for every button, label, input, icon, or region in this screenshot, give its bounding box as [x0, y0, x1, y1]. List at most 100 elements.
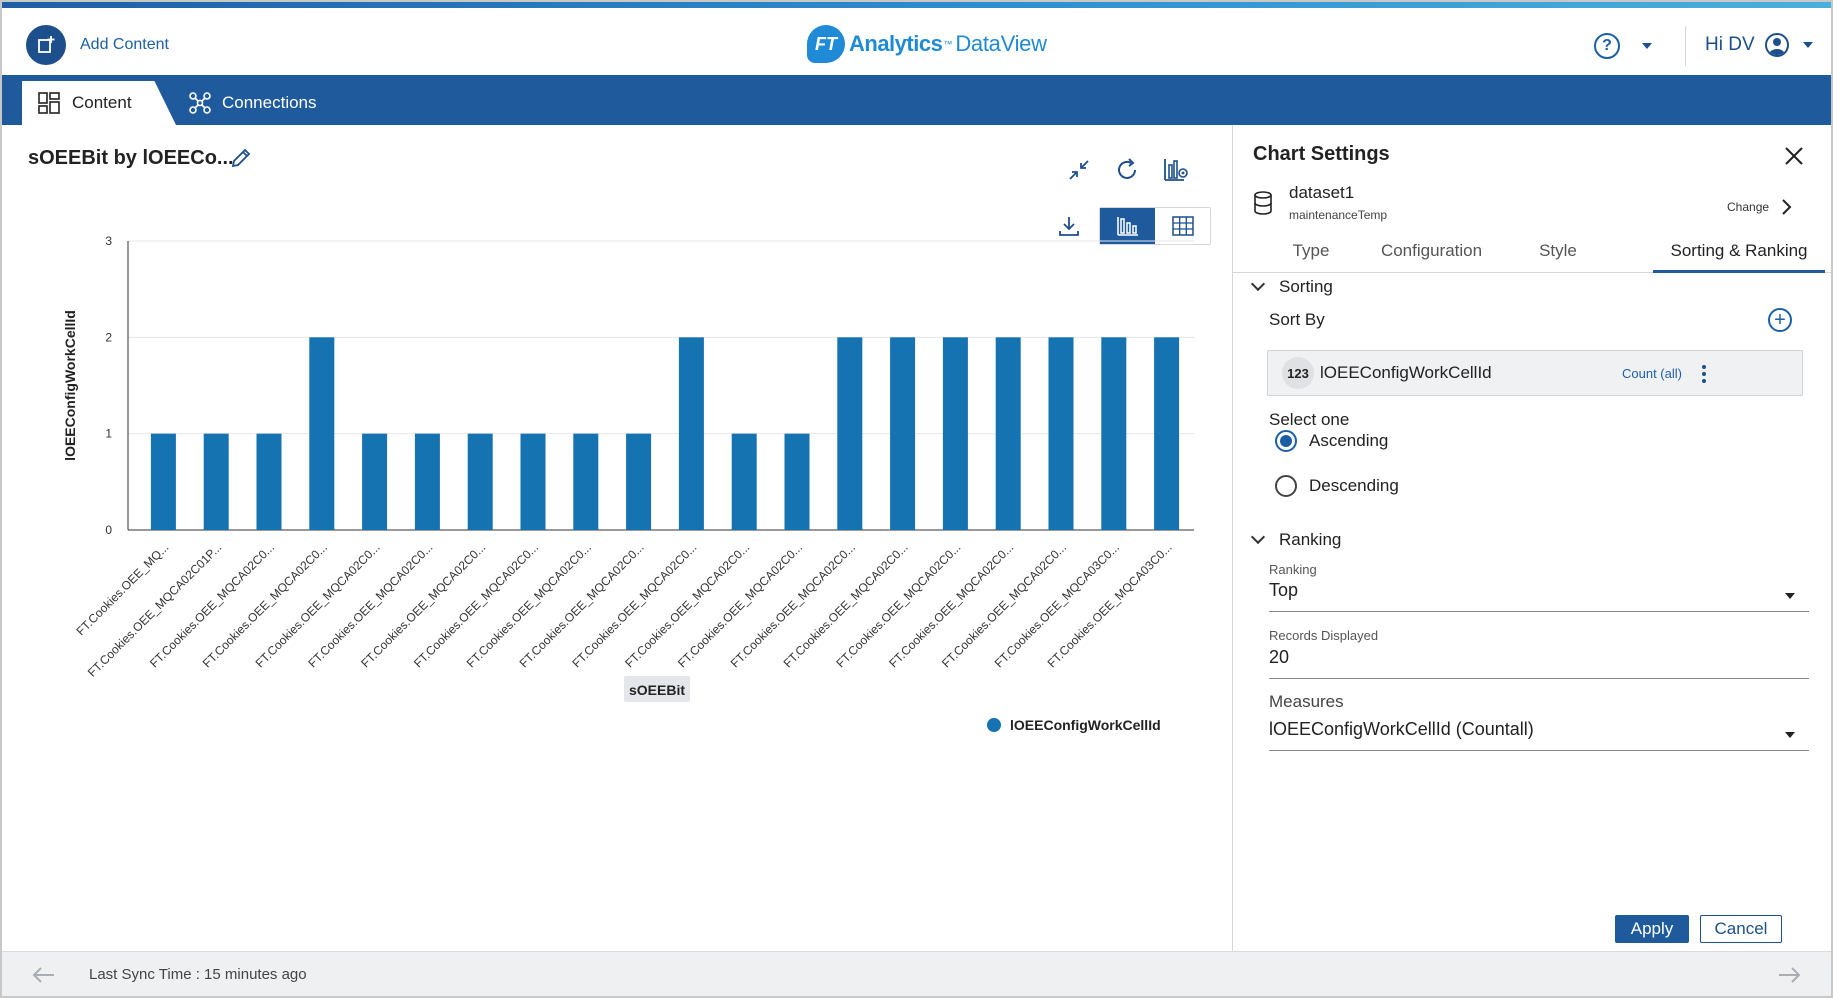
arrow-right-icon[interactable] [1777, 966, 1801, 989]
bar-chart-icon [1116, 217, 1138, 236]
nav-bar: Content Connections [2, 75, 1831, 125]
dropdown-caret-icon [1785, 732, 1795, 738]
bar [626, 433, 652, 530]
bar-view-button[interactable] [1100, 208, 1155, 244]
bar [890, 337, 916, 530]
help-chevron-down-icon [1642, 43, 1652, 49]
last-sync-time: Last Sync Time : 15 minutes ago [89, 966, 307, 983]
top-accent-strip [2, 2, 1831, 8]
sort-field-aggregation[interactable]: Count (all) [1622, 365, 1682, 381]
edit-title-pencil-icon[interactable] [230, 147, 252, 174]
view-toggle [1099, 207, 1211, 245]
dataset-name: dataset1 [1289, 183, 1355, 202]
bar [995, 337, 1021, 530]
brand-product: DataView [955, 31, 1047, 56]
records-displayed-label: Records Displayed [1269, 628, 1379, 643]
table-grid-icon [1171, 216, 1194, 236]
ranking-select[interactable]: Top [1269, 580, 1809, 612]
chevron-down-icon [1250, 276, 1266, 292]
dashboard-grid-icon [38, 92, 60, 114]
chevron-down-icon [1250, 529, 1266, 545]
y-tick-label: 3 [105, 234, 112, 248]
sort-by-label: Sort By [1269, 310, 1325, 329]
status-footer: Last Sync Time : 15 minutes ago [2, 951, 1831, 996]
user-avatar-icon [1764, 33, 1789, 57]
database-icon [1253, 191, 1273, 220]
records-displayed-input[interactable]: 20 [1269, 647, 1809, 679]
brand-trademark: ™ [943, 39, 953, 49]
bar [1101, 337, 1127, 530]
chevron-right-icon [1782, 199, 1792, 215]
bar [362, 433, 388, 530]
ranking-section-toggle[interactable]: Ranking [1249, 529, 1342, 550]
dataset-table: maintenanceTemp [1289, 208, 1388, 222]
bar-chart: 0 1 2 3 lOEEConfigWorkCellId FT.Cookies.OEE_M… [62, 234, 1194, 733]
bar [414, 433, 440, 530]
radio-unselected-icon [1275, 475, 1297, 497]
plus-circle-icon[interactable]: + [1768, 308, 1792, 332]
dropdown-caret-icon [1785, 593, 1795, 599]
tab-style[interactable]: Style [1539, 241, 1577, 260]
settings-title: Chart Settings [1253, 143, 1390, 165]
user-chevron-down-icon [1802, 42, 1813, 48]
radio-selected-icon [1275, 430, 1297, 452]
refresh-icon[interactable] [1111, 154, 1143, 186]
legend-label: lOEEConfigWorkCellId [1010, 717, 1161, 733]
cancel-button[interactable]: Cancel [1700, 915, 1782, 943]
tab-configuration[interactable]: Configuration [1380, 241, 1483, 260]
radio-descending[interactable]: Descending [1275, 475, 1399, 497]
brand-logo: FT Analytics ™ DataView [807, 22, 1047, 66]
download-icon[interactable] [1053, 210, 1085, 242]
tab-content[interactable]: Content [22, 81, 176, 125]
user-menu[interactable]: Hi DV [1705, 33, 1813, 57]
tab-content-label: Content [72, 93, 132, 112]
numeric-type-badge: 123 [1282, 357, 1314, 389]
measures-label: Measures [1269, 692, 1344, 711]
bar [837, 337, 863, 530]
top-bar: Add Content FT Analytics ™ DataView ? Hi … [2, 8, 1831, 75]
add-content-button[interactable]: Add Content [26, 25, 169, 65]
x-axis-title-box [624, 676, 690, 702]
bar [731, 433, 757, 530]
legend-marker [987, 718, 1001, 732]
more-vertical-icon[interactable] [1702, 365, 1706, 383]
brand-name: Analytics [849, 31, 943, 56]
bar [1048, 337, 1074, 530]
chart-title: sOEEBit by lOEECo... [28, 147, 234, 169]
bar [150, 433, 176, 530]
ranking-heading: Ranking [1279, 530, 1342, 549]
tab-sorting-ranking[interactable]: Sorting & Ranking [1653, 229, 1825, 273]
ranking-value: Top [1269, 580, 1299, 600]
tab-connections[interactable]: Connections [188, 81, 317, 125]
brand-badge-icon: FT [807, 25, 845, 63]
bar [573, 433, 599, 530]
table-view-button[interactable] [1155, 208, 1210, 244]
bar [1154, 337, 1180, 530]
x-tick-label: FT.Cookies.OEE_MQ... [73, 540, 171, 638]
user-greeting: Hi DV [1705, 34, 1755, 55]
measures-select[interactable]: lOEEConfigWorkCellId (Countall) [1269, 719, 1809, 751]
sorting-section-toggle[interactable]: Sorting [1249, 276, 1333, 297]
arrow-left-icon[interactable] [32, 966, 56, 989]
y-tick-label: 2 [105, 330, 112, 344]
radio-descending-label: Descending [1309, 476, 1399, 495]
bar [942, 337, 968, 530]
help-menu[interactable]: ? [1594, 33, 1652, 59]
radio-ascending[interactable]: Ascending [1275, 430, 1388, 452]
y-tick-label: 1 [105, 427, 112, 441]
bar [309, 337, 335, 530]
sort-field-name: lOEEConfigWorkCellId [1320, 363, 1492, 382]
settings-tabs: Type Configuration Style Sorting & Ranki… [1233, 229, 1831, 273]
bar [203, 433, 229, 530]
tab-connections-label: Connections [222, 93, 317, 112]
tab-type[interactable]: Type [1292, 241, 1330, 260]
chart-settings-panel: Chart Settings dataset1 maintenanceTemp … [1232, 125, 1831, 951]
sort-field-chip[interactable]: 123 lOEEConfigWorkCellId Count (all) [1267, 350, 1803, 396]
apply-button[interactable]: Apply [1615, 915, 1689, 943]
change-dataset-button[interactable]: Change [1727, 198, 1793, 216]
records-displayed-value: 20 [1269, 647, 1290, 667]
collapse-arrows-icon[interactable] [1064, 155, 1094, 185]
chart-settings-icon[interactable] [1160, 154, 1192, 186]
close-icon[interactable] [1783, 145, 1805, 167]
